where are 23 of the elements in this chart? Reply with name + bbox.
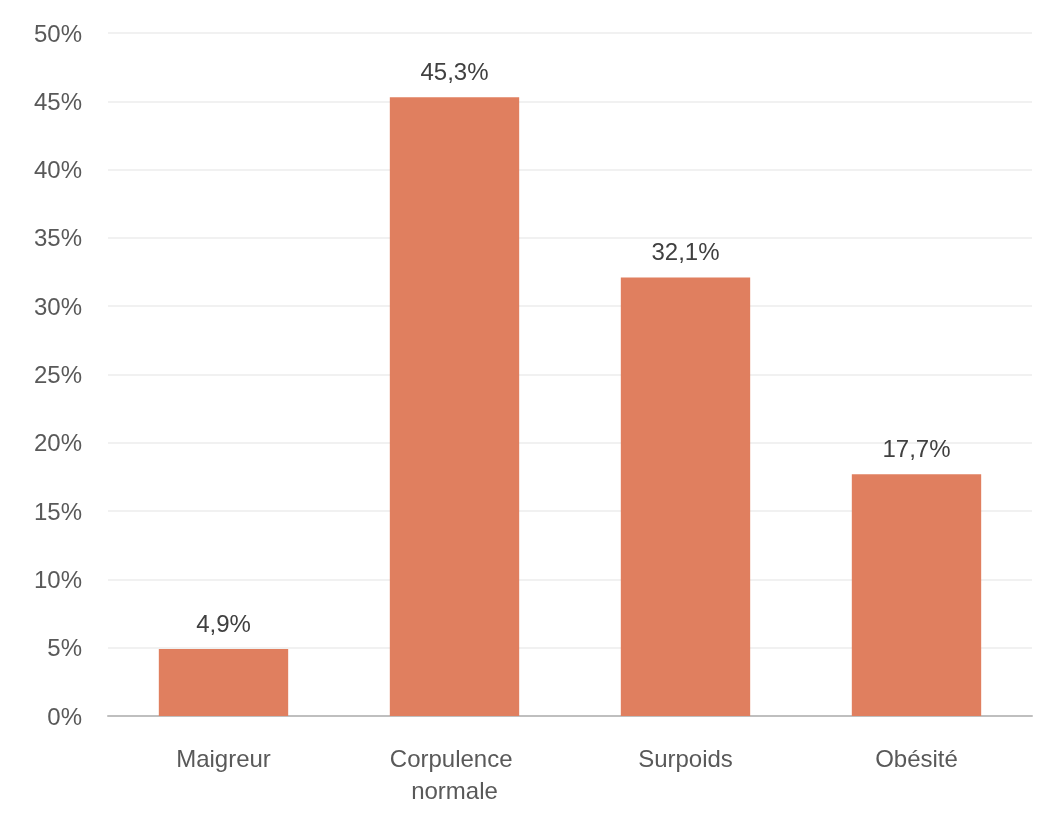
y-tick-label: 25% [33, 361, 82, 388]
y-tick-label: 45% [33, 87, 82, 115]
x-tick-label: Maigreur [176, 744, 271, 772]
bar [620, 277, 751, 716]
y-tick-label: 30% [33, 292, 82, 320]
y-tick-label: 5% [47, 634, 82, 662]
data-label: 17,7% [882, 434, 951, 462]
data-label: 32,1% [651, 238, 720, 266]
bar [851, 474, 982, 716]
y-tick-label: 15% [33, 497, 82, 525]
x-tick-label: Obésité [875, 744, 958, 772]
y-tick-label: 40% [33, 156, 82, 184]
bar [389, 97, 520, 716]
y-tick-label: 20% [33, 429, 82, 457]
x-tick-label: Surpoids [638, 744, 733, 772]
y-tick-label: 10% [33, 565, 82, 593]
y-tick-label: 35% [33, 224, 82, 252]
data-label: 45,3% [420, 57, 489, 85]
y-tick-label: 50% [33, 19, 82, 47]
x-tick-label: Corpulence normale [389, 744, 520, 804]
y-tick-label: 0% [47, 702, 82, 730]
data-label: 4,9% [196, 609, 251, 637]
bar [158, 649, 289, 716]
